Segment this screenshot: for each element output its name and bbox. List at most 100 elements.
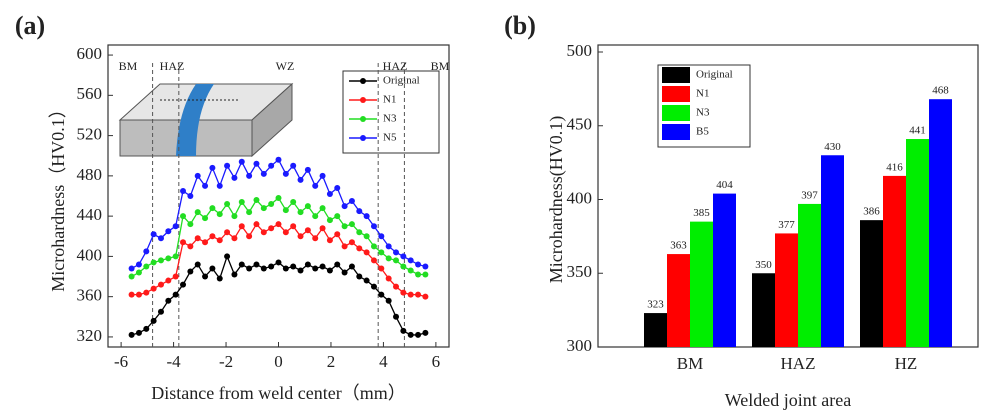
point: [378, 233, 385, 240]
point: [326, 267, 333, 274]
point: [312, 213, 319, 220]
x-tick-label: 2: [327, 352, 336, 371]
point: [165, 228, 172, 235]
point: [150, 285, 157, 292]
point: [356, 208, 363, 215]
legend-swatch: [662, 86, 690, 102]
bar: [775, 233, 798, 347]
x-tick-label: 4: [379, 352, 388, 371]
point: [209, 265, 216, 272]
x-tick-label: -6: [114, 352, 128, 371]
point: [363, 213, 370, 220]
point: [238, 199, 245, 206]
zone-label: BM: [431, 59, 450, 73]
value-label: 404: [716, 179, 733, 191]
point: [268, 263, 275, 270]
point: [341, 203, 348, 210]
y-tick-label: 520: [77, 125, 103, 144]
point: [393, 283, 400, 290]
point: [143, 263, 150, 270]
point: [268, 162, 275, 169]
point: [202, 239, 209, 246]
bar: [860, 220, 883, 347]
point: [238, 223, 245, 230]
y-tick-label: 320: [77, 326, 103, 345]
point: [180, 239, 187, 246]
point: [187, 221, 194, 228]
x-tick-label: HAZ: [781, 354, 816, 373]
point: [356, 245, 363, 252]
x-tick-label: 6: [432, 352, 441, 371]
y-tick-label: 480: [77, 165, 103, 184]
legend-marker: [360, 116, 366, 122]
point: [260, 205, 267, 212]
point: [202, 182, 209, 189]
x-axis-label: Welded joint area: [725, 390, 852, 410]
point: [275, 195, 282, 202]
point: [356, 273, 363, 280]
value-label: 430: [824, 141, 841, 153]
legend-marker: [360, 135, 366, 141]
zone-label: HAZ: [160, 59, 185, 73]
point: [157, 281, 164, 288]
point: [363, 233, 370, 240]
point: [216, 275, 223, 282]
point: [378, 291, 385, 298]
point: [385, 255, 392, 262]
point: [172, 273, 179, 280]
point: [393, 313, 400, 320]
legend-marker: [360, 97, 366, 103]
y-tick-label: 500: [567, 41, 593, 60]
point: [319, 263, 326, 270]
inset-side: [251, 82, 293, 158]
point: [165, 297, 172, 304]
point: [238, 261, 245, 268]
point: [304, 166, 311, 173]
point: [282, 170, 289, 177]
point: [341, 243, 348, 250]
point: [224, 229, 231, 236]
point: [334, 213, 341, 220]
point: [407, 257, 414, 264]
y-tick-label: 600: [77, 44, 103, 63]
bar: [906, 139, 929, 347]
point: [297, 267, 304, 274]
point: [422, 263, 429, 270]
point: [341, 269, 348, 276]
point: [363, 249, 370, 256]
y-axis-label: Microhardness（HV0.1）: [48, 100, 68, 291]
point: [231, 213, 238, 220]
legend-swatch: [662, 105, 690, 121]
legend-swatch: [662, 67, 690, 83]
point: [312, 235, 319, 242]
value-label: 386: [863, 206, 880, 218]
point: [172, 223, 179, 230]
point: [157, 308, 164, 315]
point: [370, 283, 377, 290]
y-tick-label: 440: [77, 205, 103, 224]
bar: [821, 155, 844, 347]
point: [150, 231, 157, 238]
bar: [713, 193, 736, 347]
point: [304, 261, 311, 268]
legend-swatch: [662, 124, 690, 140]
point: [224, 201, 231, 208]
y-axis-label: Microhardness(HV0.1): [546, 116, 567, 283]
value-label: 468: [932, 85, 949, 97]
point: [290, 223, 297, 230]
point: [312, 182, 319, 189]
point: [143, 325, 150, 332]
y-tick-label: 450: [567, 115, 593, 134]
point: [246, 209, 253, 216]
value-label: 397: [801, 189, 818, 201]
legend-marker: [360, 78, 366, 84]
x-tick-label: -4: [166, 352, 181, 371]
point: [415, 291, 422, 298]
point: [231, 174, 238, 181]
value-label: 416: [886, 161, 903, 173]
bar: [798, 203, 821, 347]
point: [246, 265, 253, 272]
point: [128, 291, 135, 298]
point: [422, 329, 429, 336]
